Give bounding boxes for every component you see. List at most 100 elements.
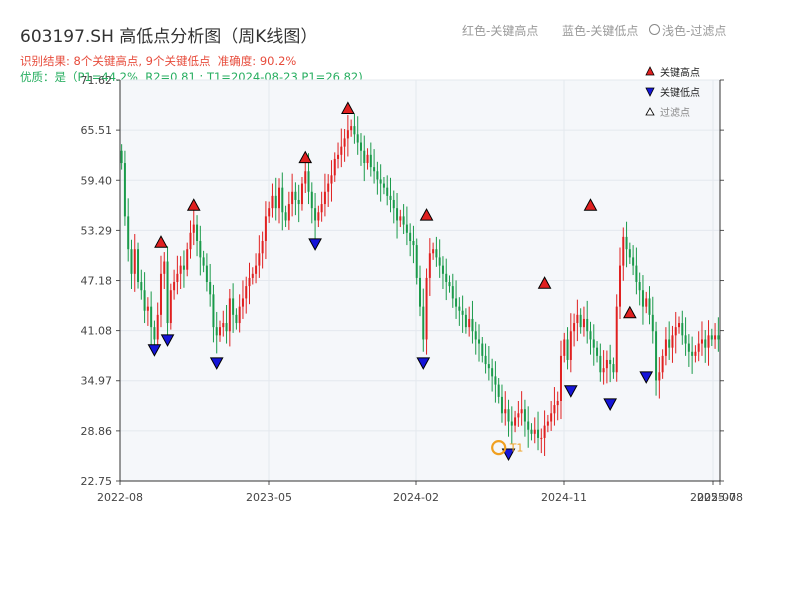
key-low-marker bbox=[416, 357, 431, 370]
candle-body bbox=[684, 335, 687, 344]
candle-body bbox=[337, 154, 340, 159]
candle-body bbox=[559, 355, 562, 401]
legend-high-icon bbox=[645, 66, 655, 76]
legend-label: 关键高点 bbox=[660, 66, 700, 79]
candle-body bbox=[605, 359, 608, 369]
candle-body bbox=[219, 327, 221, 336]
candle-body bbox=[294, 191, 297, 200]
candle-body bbox=[700, 339, 703, 344]
candle-body bbox=[658, 372, 661, 381]
candle-body bbox=[415, 245, 418, 278]
legend-low-icon bbox=[645, 87, 655, 97]
candle-body bbox=[353, 126, 356, 135]
candle-body bbox=[130, 249, 133, 274]
candle-body bbox=[540, 437, 543, 439]
candle-body bbox=[441, 265, 444, 274]
candle-body bbox=[422, 306, 425, 340]
candle-body bbox=[576, 314, 579, 324]
key-low-marker bbox=[308, 238, 322, 251]
candle-body bbox=[179, 265, 182, 274]
key-low-marker bbox=[147, 344, 162, 357]
candle-body bbox=[425, 277, 428, 340]
candle-body bbox=[133, 249, 136, 274]
candle-body bbox=[481, 343, 484, 356]
candle-body bbox=[271, 195, 274, 209]
candle-body bbox=[330, 175, 333, 184]
candle-body bbox=[523, 409, 526, 422]
candle-body bbox=[651, 314, 654, 332]
candle-body bbox=[379, 179, 382, 184]
candle-body bbox=[163, 261, 166, 274]
candle-body bbox=[323, 191, 326, 205]
candle-body bbox=[166, 261, 169, 324]
candle-body bbox=[507, 409, 510, 422]
key-high-marker bbox=[298, 150, 313, 164]
candle-body bbox=[707, 335, 710, 348]
y-tick-label: 53.29 bbox=[81, 224, 113, 237]
candle-body bbox=[189, 232, 192, 250]
candle-body bbox=[641, 290, 644, 307]
candle-body bbox=[317, 212, 320, 221]
candle-body bbox=[602, 368, 605, 373]
key-low-marker bbox=[563, 385, 578, 398]
candle-body bbox=[320, 204, 323, 213]
candle-body bbox=[500, 396, 503, 414]
candle-body bbox=[173, 282, 176, 291]
candles bbox=[120, 113, 720, 456]
candle-body bbox=[192, 224, 195, 233]
candle-body bbox=[687, 343, 690, 352]
candle-body bbox=[579, 314, 582, 328]
candle-body bbox=[245, 286, 248, 299]
t1-label: T1 bbox=[509, 442, 524, 455]
y-tick-label: 22.75 bbox=[81, 475, 113, 488]
candle-body bbox=[199, 240, 202, 258]
candle-body bbox=[363, 150, 366, 164]
candle-body bbox=[609, 359, 612, 365]
candle-body bbox=[143, 290, 146, 311]
legend-label: 过滤点 bbox=[660, 106, 690, 119]
candle-body bbox=[215, 327, 218, 336]
candle-body bbox=[399, 216, 402, 221]
candle-body bbox=[435, 249, 438, 258]
candle-body bbox=[127, 216, 130, 250]
candle-body bbox=[592, 339, 595, 348]
candle-body bbox=[573, 323, 576, 332]
candle-body bbox=[419, 277, 421, 307]
candle-body bbox=[278, 187, 281, 209]
candle-body bbox=[146, 306, 149, 311]
candle-body bbox=[373, 167, 376, 172]
candle-body bbox=[287, 204, 290, 221]
candle-body bbox=[681, 323, 684, 336]
candle-body bbox=[159, 273, 162, 315]
y-tick-label: 65.51 bbox=[81, 124, 113, 137]
key-high-marker bbox=[622, 305, 637, 319]
candle-body bbox=[212, 294, 215, 328]
candle-body bbox=[340, 146, 343, 155]
candle-body bbox=[635, 265, 638, 283]
candle-body bbox=[356, 134, 359, 143]
candle-body bbox=[228, 298, 231, 332]
candle-body bbox=[209, 282, 212, 295]
candle-body bbox=[176, 273, 179, 283]
candle-body bbox=[405, 224, 408, 233]
candle-body bbox=[487, 364, 490, 369]
candle-body bbox=[471, 318, 474, 332]
candle-body bbox=[527, 421, 530, 430]
candle-body bbox=[248, 277, 251, 287]
candle-body bbox=[386, 187, 389, 196]
candle-body bbox=[704, 339, 707, 348]
x-tick-label: 2023-05 bbox=[246, 491, 292, 504]
candle-body bbox=[586, 318, 589, 332]
candle-body bbox=[268, 208, 271, 217]
candle-body bbox=[205, 265, 208, 283]
candle-body bbox=[300, 183, 303, 205]
candle-body bbox=[445, 273, 448, 283]
candle-body bbox=[550, 413, 553, 422]
chart-title: 603197.SH 高低点分析图（周K线图） bbox=[20, 27, 318, 47]
y-tick-label: 71.62 bbox=[81, 74, 113, 87]
candle-body bbox=[619, 265, 621, 307]
candle-body bbox=[612, 364, 615, 373]
key-high-marker bbox=[186, 198, 201, 211]
x-tick-label: 2022-08 bbox=[97, 491, 143, 504]
candle-body bbox=[153, 327, 156, 340]
